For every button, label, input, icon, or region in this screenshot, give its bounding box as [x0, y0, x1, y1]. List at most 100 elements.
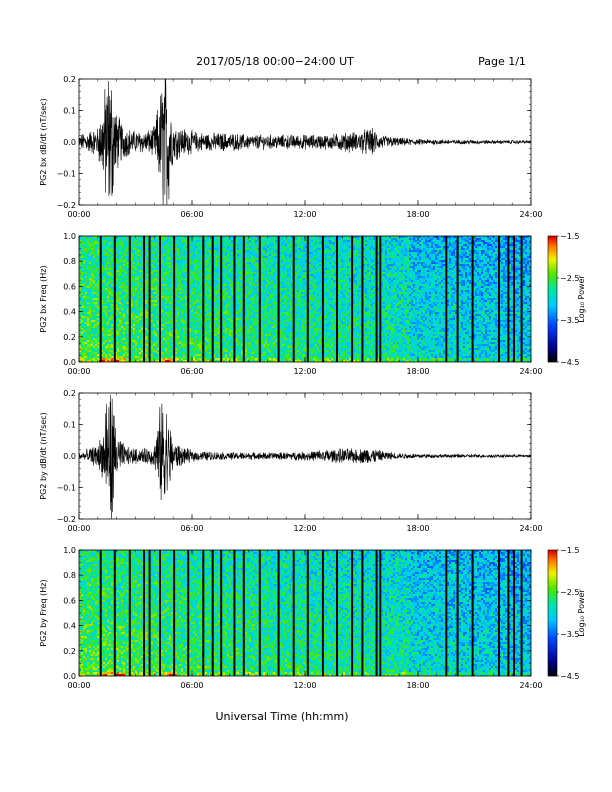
spectrogram-cell	[169, 338, 171, 340]
spectrogram-cell	[105, 298, 107, 300]
spectrogram-cell	[163, 312, 165, 314]
spectrogram-cell	[87, 348, 89, 350]
spectrogram-cell	[153, 240, 155, 242]
spectrogram-cell	[181, 314, 183, 316]
spectrogram-cell	[121, 246, 123, 248]
spectrogram-cell	[123, 292, 125, 294]
spectrogram-cell	[135, 326, 137, 328]
spectrogram-cell	[217, 336, 219, 338]
spectrogram-cell	[81, 272, 83, 274]
spectrogram-cell	[163, 336, 165, 338]
spectrogram-cell	[169, 252, 171, 254]
spectrogram-cell	[165, 342, 167, 344]
spectrogram-cell	[119, 324, 121, 326]
spectrogram-cell	[179, 312, 181, 314]
spectrogram-cell	[153, 314, 155, 316]
spectrogram-cell	[89, 328, 91, 330]
spectrogram-cell	[209, 238, 211, 240]
spectrogram-cell	[103, 292, 105, 294]
spectrogram-cell	[207, 292, 209, 294]
spectrogram-cell	[163, 258, 165, 260]
spectrogram-cell	[229, 328, 231, 330]
spectrogram-cell	[125, 334, 127, 336]
spectrogram-cell	[219, 356, 221, 358]
spectrogram-cell	[209, 310, 211, 312]
spectrogram-cell	[193, 288, 195, 290]
spectrogram-cell	[185, 248, 187, 250]
spectrogram-cell	[181, 252, 183, 254]
spectrogram-cell	[201, 274, 203, 276]
spectrogram-cell	[163, 280, 165, 282]
spectrogram-cell	[231, 252, 233, 254]
spectrogram-cell	[183, 346, 185, 348]
spectrogram-cell	[135, 314, 137, 316]
spectrogram-cell	[189, 254, 191, 256]
spectrogram-cell	[223, 276, 225, 278]
spectrogram-cell	[171, 250, 173, 252]
spectrogram-cell	[87, 244, 89, 246]
spectrogram-cell	[153, 246, 155, 248]
spectrogram-cell	[107, 306, 109, 308]
spectrogram-cell	[165, 350, 167, 352]
spectrogram-cell	[207, 280, 209, 282]
spectrogram-cell	[79, 346, 81, 348]
spectrogram-cell	[85, 350, 87, 352]
spectrogram-cell	[207, 360, 209, 362]
spectrogram-cell	[157, 308, 159, 310]
spectrogram-cell	[229, 338, 231, 340]
spectrogram-cell	[197, 256, 199, 258]
spectrogram-cell	[115, 256, 117, 258]
spectrogram-cell	[89, 238, 91, 240]
spectrogram-cell	[97, 296, 99, 298]
spectrogram-cell	[89, 330, 91, 332]
spectrogram-cell	[161, 268, 163, 270]
spectrogram-cell	[201, 340, 203, 342]
spectrogram-cell	[131, 236, 133, 238]
spectrogram-cell	[193, 320, 195, 322]
spectrogram-cell	[181, 274, 183, 276]
spectrogram-cell	[127, 348, 129, 350]
spectrogram-cell	[219, 326, 221, 328]
spectrogram-cell	[93, 356, 95, 358]
spectrogram-cell	[153, 252, 155, 254]
spectrogram-cell	[93, 290, 95, 292]
spectrogram-cell	[93, 332, 95, 334]
spectrogram-cell	[105, 268, 107, 270]
spectrogram-cell	[225, 338, 227, 340]
spectrogram-cell	[209, 330, 211, 332]
spectrogram-cell	[115, 300, 117, 302]
spectrogram-cell	[195, 314, 197, 316]
spectrogram-cell	[83, 278, 85, 280]
spectrogram-cell	[195, 250, 197, 252]
spectrogram-cell	[117, 244, 119, 246]
spectrogram-cell	[151, 254, 153, 256]
spectrogram-cell	[127, 282, 129, 284]
spectrogram-cell	[121, 296, 123, 298]
spectrogram-cell	[139, 322, 141, 324]
spectrogram-cell	[79, 292, 81, 294]
spectrogram-cell	[223, 302, 225, 304]
spectrogram-cell	[231, 300, 233, 302]
spectrogram-cell	[115, 350, 117, 352]
spectrogram-cell	[191, 264, 193, 266]
spectrogram-cell	[225, 242, 227, 244]
spectrogram-cell	[169, 326, 171, 328]
spectrogram-cell	[169, 290, 171, 292]
spectrogram-cell	[127, 276, 129, 278]
spectrogram-cell	[141, 338, 143, 340]
spectrogram-cell	[219, 328, 221, 330]
spectrogram-cell	[163, 304, 165, 306]
spectrogram-cell	[93, 246, 95, 248]
spectrogram-cell	[103, 252, 105, 254]
spectrogram-cell	[111, 248, 113, 250]
spectrogram-cell	[165, 276, 167, 278]
spectrogram-cell	[205, 338, 207, 340]
spectrogram-cell	[141, 252, 143, 254]
spectrogram-cell	[147, 246, 149, 248]
spectrogram-cell	[231, 258, 233, 260]
spectrogram-cell	[121, 240, 123, 242]
spectrogram-cell	[79, 262, 81, 264]
spectrogram-cell	[223, 284, 225, 286]
spectrogram-cell	[199, 346, 201, 348]
spectrogram-cell	[147, 248, 149, 250]
